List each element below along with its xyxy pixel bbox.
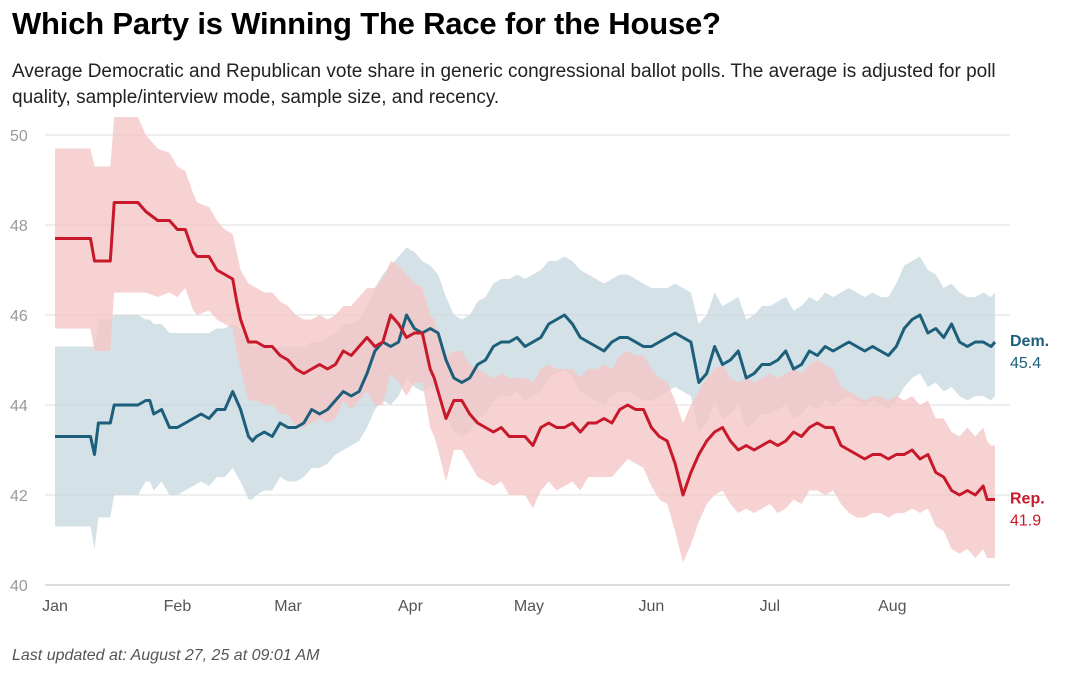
rep-end-value: 41.9 xyxy=(1010,513,1041,530)
x-tick-label: Jun xyxy=(638,598,664,615)
dem-end-name: Dem. xyxy=(1010,333,1049,350)
y-tick-label: 46 xyxy=(10,308,28,325)
x-tick-label: May xyxy=(514,598,544,615)
y-tick-label: 40 xyxy=(10,578,28,595)
rep-confidence-band xyxy=(55,117,995,563)
series-lines xyxy=(55,201,997,501)
y-tick-label: 42 xyxy=(10,488,28,505)
y-tick-label: 48 xyxy=(10,218,28,235)
dem-end-value: 45.4 xyxy=(1010,355,1041,372)
x-tick-label: Mar xyxy=(274,598,302,615)
chart-svg: 40 42 44 46 48 50 Jan Feb Mar Apr May Jun Jul Aug Dem… xyxy=(10,117,1049,615)
chart-subtitle: Average Democratic and Republican vote s… xyxy=(12,61,996,108)
end-labels: Dem. 45.4 Rep. 41.9 xyxy=(1010,333,1049,530)
axes: 40 42 44 46 48 50 Jan Feb Mar Apr May Jun Jul Aug xyxy=(10,128,1010,615)
x-tick-label: Feb xyxy=(164,598,192,615)
rep-series-line xyxy=(55,201,995,501)
x-tick-label: Apr xyxy=(398,598,424,615)
x-tick-label: Jul xyxy=(760,598,780,615)
dem-series-line xyxy=(55,313,997,456)
y-tick-label: 50 xyxy=(10,128,28,145)
y-tick-label: 44 xyxy=(10,398,28,415)
confidence-bands xyxy=(55,117,995,563)
last-updated: Last updated at: August 27, 25 at 09:01 … xyxy=(12,647,320,664)
chart-title: Which Party is Winning The Race for the … xyxy=(12,6,721,41)
x-tick-label: Aug xyxy=(878,598,906,615)
rep-end-name: Rep. xyxy=(1010,491,1045,508)
x-tick-label: Jan xyxy=(42,598,68,615)
